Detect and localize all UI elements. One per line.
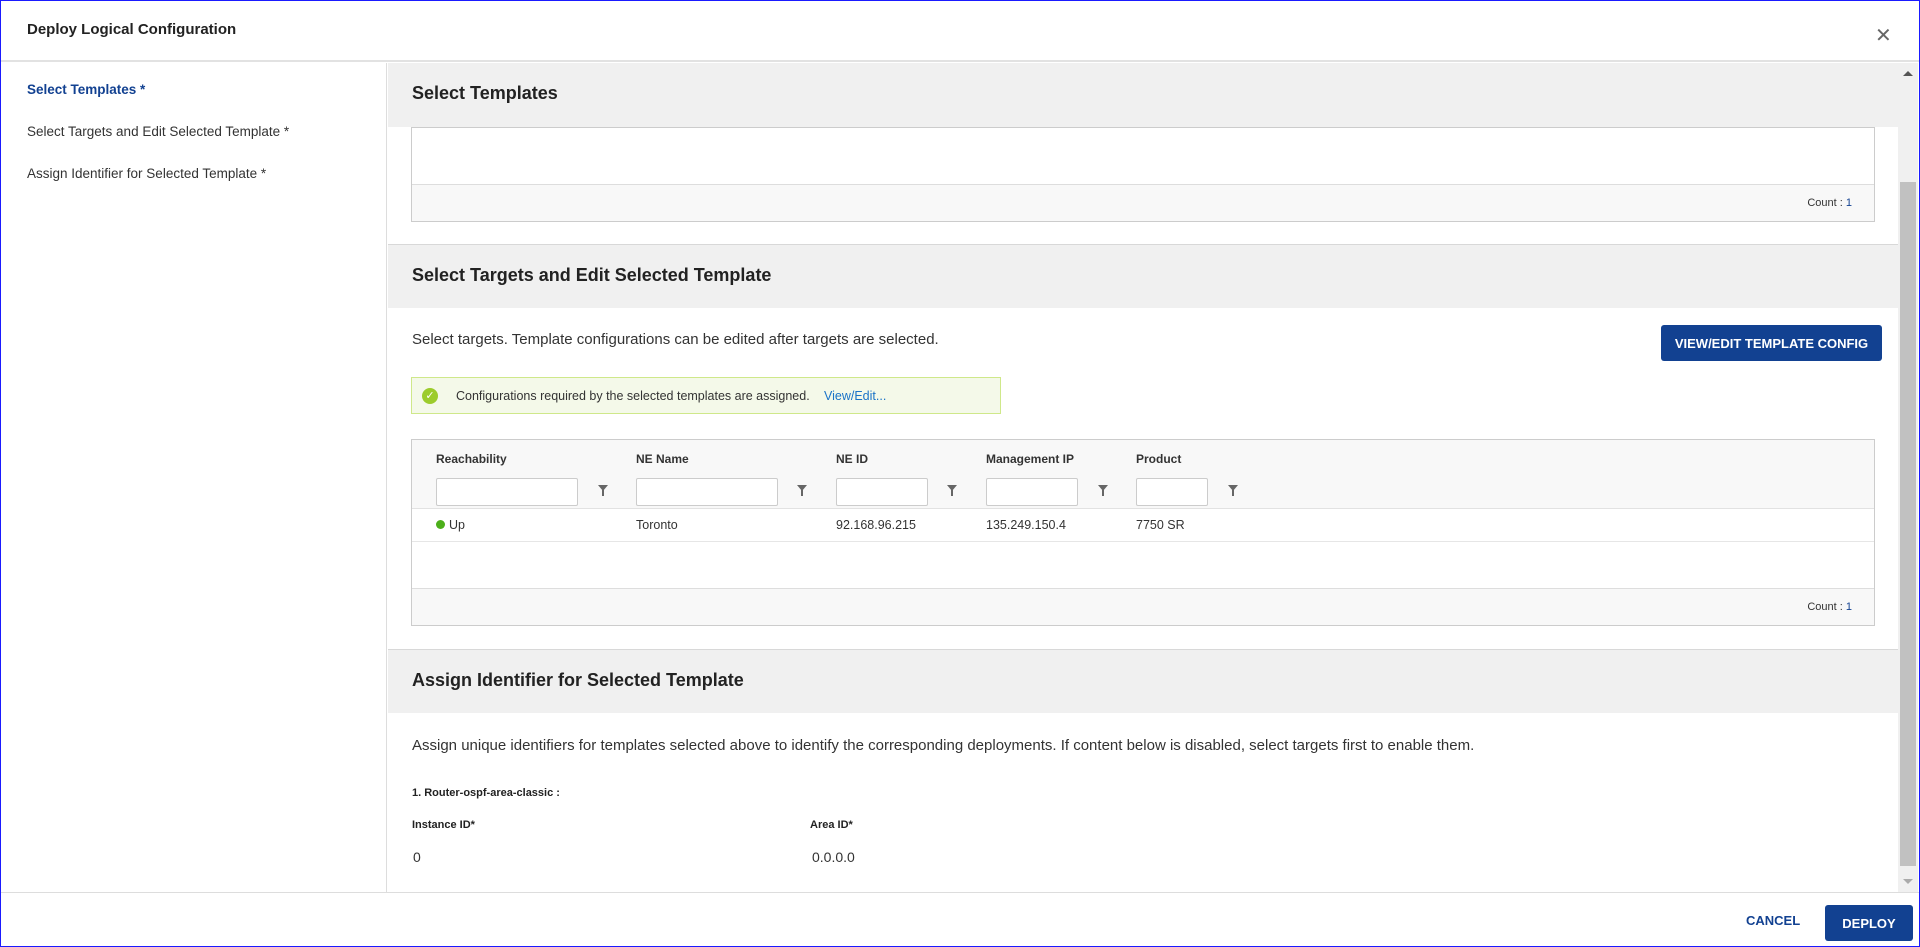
sidebar-item-select-targets[interactable]: Select Targets and Edit Selected Templat…	[27, 124, 290, 139]
column-header-ne-id[interactable]: NE ID	[836, 452, 869, 466]
close-icon[interactable]: ✕	[1875, 25, 1892, 47]
table-footer: Count : 1	[412, 184, 1874, 221]
sidebar: Select Templates * Select Targets and Ed…	[1, 63, 387, 892]
filter-input-ne-id[interactable]	[836, 478, 928, 506]
section-title: Select Templates	[412, 83, 558, 103]
instance-id-field[interactable]: 0	[413, 849, 421, 865]
scroll-up-icon[interactable]	[1903, 71, 1913, 76]
template-label: 1. Router-ospf-area-classic :	[412, 787, 560, 799]
section-header-select-targets: Select Targets and Edit Selected Templat…	[388, 244, 1898, 308]
filter-icon[interactable]	[1228, 485, 1238, 496]
column-header-ne-name[interactable]: NE Name	[636, 452, 689, 466]
deploy-button[interactable]: DEPLOY	[1825, 905, 1913, 941]
filter-icon[interactable]	[797, 485, 807, 496]
cancel-button[interactable]: CANCEL	[1746, 913, 1801, 928]
filter-input-ne-name[interactable]	[636, 478, 778, 506]
count-label: Count :	[1807, 601, 1843, 613]
section-header-select-templates: Select Templates	[388, 63, 1898, 127]
area-id-label: Area ID*	[810, 819, 853, 831]
instance-id-label: Instance ID*	[412, 819, 475, 831]
count-label: Count :	[1807, 197, 1843, 209]
filter-icon[interactable]	[1098, 485, 1108, 496]
section-title: Select Targets and Edit Selected Templat…	[412, 265, 772, 285]
reachability-text: Up	[449, 518, 465, 532]
scroll-down-icon[interactable]	[1903, 879, 1913, 884]
filter-input-reachability[interactable]	[436, 478, 578, 506]
status-up-icon	[436, 520, 445, 529]
sidebar-item-assign-identifier[interactable]: Assign Identifier for Selected Template …	[27, 166, 267, 181]
area-id-field[interactable]: 0.0.0.0	[812, 849, 855, 865]
dialog-header: Deploy Logical Configuration ✕	[1, 1, 1919, 62]
count-value: 1	[1845, 601, 1852, 613]
column-header-management-ip[interactable]: Management IP	[986, 452, 1075, 466]
sidebar-item-select-templates[interactable]: Select Templates *	[27, 82, 146, 97]
column-header-reachability[interactable]: Reachability	[436, 452, 507, 466]
check-circle-icon: ✓	[422, 388, 438, 404]
targets-table: Reachability NE Name NE ID Management IP…	[411, 439, 1875, 626]
scrollbar-thumb[interactable]	[1900, 182, 1916, 866]
section-header-assign-identifier: Assign Identifier for Selected Template	[388, 649, 1898, 713]
cell-ne-id: 92.168.96.215	[836, 518, 916, 532]
cell-management-ip: 135.249.150.4	[986, 518, 1066, 532]
view-edit-template-config-button[interactable]: VIEW/EDIT TEMPLATE CONFIG	[1661, 325, 1882, 361]
assign-description: Assign unique identifiers for templates …	[412, 737, 1475, 754]
dialog-title: Deploy Logical Configuration	[27, 21, 237, 38]
view-edit-link[interactable]: View/Edit...	[824, 389, 887, 403]
table-header: Reachability NE Name NE ID Management IP…	[412, 440, 1874, 509]
filter-icon[interactable]	[947, 485, 957, 496]
success-banner: ✓ Configurations required by the selecte…	[411, 377, 1001, 414]
filter-input-product[interactable]	[1136, 478, 1208, 506]
targets-description: Select targets. Template configurations …	[412, 331, 939, 348]
cell-product: 7750 SR	[1136, 518, 1185, 532]
filter-icon[interactable]	[598, 485, 608, 496]
templates-table: Count : 1	[411, 127, 1875, 222]
table-footer: Count : 1	[412, 588, 1874, 625]
cell-reachability: Up	[436, 518, 465, 532]
section-title: Assign Identifier for Selected Template	[412, 670, 744, 690]
cell-ne-name: Toronto	[636, 518, 678, 532]
table-row[interactable]: Up Toronto 92.168.96.215 135.249.150.4 7…	[412, 509, 1874, 542]
banner-text: Configurations required by the selected …	[456, 389, 810, 403]
column-header-product[interactable]: Product	[1136, 452, 1182, 466]
filter-input-management-ip[interactable]	[986, 478, 1078, 506]
content-area: Select Templates Count : 1 Select Target…	[388, 63, 1898, 892]
dialog-footer: CANCEL DEPLOY	[1, 892, 1919, 947]
count-value: 1	[1845, 197, 1852, 209]
scrollbar[interactable]	[1898, 63, 1918, 892]
